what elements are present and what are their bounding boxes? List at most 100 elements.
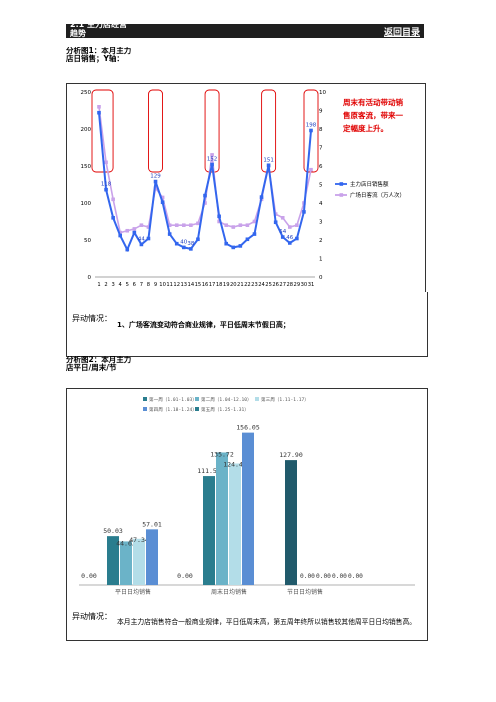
x-tick-label: 26: [272, 282, 279, 288]
sales-point: [174, 241, 179, 246]
sales-point: [167, 232, 172, 236]
section2-note-row: 异动情况： 本月主力店销售符合一般商业规律，平日低周末高，第五周年终所以销售较其…: [66, 604, 428, 641]
section1-note-row: 异动情况： 1、广场客流变动符合商业规律，平日低周末节假日高；: [66, 292, 428, 357]
y-right-tick-label: 5: [319, 183, 323, 189]
traffic-point: [224, 223, 228, 227]
sales-data-label: 151: [263, 157, 274, 163]
x-tick-label: 15: [195, 282, 202, 288]
y-left-tick-label: 250: [81, 90, 92, 96]
x-tick-label: 5: [126, 282, 129, 288]
sales-point: [245, 237, 250, 242]
traffic-point: [245, 223, 250, 227]
bar-value-label: 0.00: [348, 573, 363, 580]
bar: [242, 432, 254, 585]
traffic-point: [238, 223, 243, 227]
legend-label: 主力店日销售额: [350, 180, 389, 188]
sales-data-label: 54: [279, 229, 286, 235]
sales-point: [210, 162, 214, 167]
sales-point: [182, 245, 186, 250]
x-tick-label: 16: [202, 282, 209, 288]
x-tick-label: 9: [154, 282, 157, 288]
section2-label: 分析图2：本月主力店平日/周末/节: [66, 356, 132, 372]
y-right-tick-label: 1: [319, 257, 323, 263]
x-tick-label: 7: [140, 282, 143, 288]
sales-point: [217, 214, 221, 219]
legend-label: 第三周（1.11-1.17）: [261, 396, 309, 403]
legend-swatch: [255, 397, 259, 401]
x-tick-label: 25: [265, 282, 272, 288]
legend-marker: [339, 193, 344, 197]
sales-point: [238, 244, 243, 248]
legend-label: 第四周（1.18-1.24）: [149, 406, 197, 413]
bar-value-label: 111.55: [197, 467, 221, 475]
traffic-point: [196, 221, 200, 226]
bar: [146, 529, 158, 585]
sales-point: [295, 236, 299, 241]
sales-point: [252, 232, 257, 236]
sales-point: [231, 245, 236, 250]
x-tick-label: 22: [244, 282, 251, 288]
x-tick-label: 2: [104, 282, 107, 288]
sales-data-label: 118: [101, 182, 112, 188]
sales-point: [132, 230, 137, 235]
traffic-point: [118, 230, 122, 235]
traffic-point: [132, 227, 137, 231]
bar-value-label: 135.72: [210, 450, 234, 458]
sales-data-label: 198: [306, 122, 317, 128]
sales-point: [266, 163, 271, 168]
bar-value-label: 44.62: [116, 539, 136, 547]
y-right-tick-label: 3: [319, 220, 323, 226]
x-tick-label: 8: [147, 282, 150, 288]
sales-point: [309, 128, 313, 133]
traffic-point: [210, 153, 214, 157]
sales-point: [125, 247, 130, 252]
note-text: 1、广场客流变动符合商业规律，平日低周末节假日高；: [117, 321, 290, 329]
sales-point: [273, 220, 278, 225]
x-tick-label: 30: [301, 282, 308, 288]
x-tick-label: 14: [188, 282, 195, 288]
bar-value-label: 0.00: [316, 573, 331, 580]
sales-point: [111, 216, 115, 220]
bar-value-label: 0.00: [81, 572, 97, 580]
sales-point: [224, 241, 228, 246]
y-right-tick-label: 4: [319, 201, 323, 207]
traffic-point: [217, 219, 221, 224]
x-tick-label: 27: [279, 282, 286, 288]
y-right-tick-label: 9: [319, 109, 323, 115]
sales-point: [97, 110, 101, 115]
sales-point: [146, 236, 151, 241]
traffic-point: [252, 219, 257, 224]
traffic-point: [309, 167, 313, 172]
header-bar: [66, 24, 424, 38]
bar-value-label: 50.03: [103, 527, 123, 535]
sales-data-label: 46: [286, 235, 293, 241]
sales-point: [189, 247, 193, 251]
traffic-point: [146, 225, 151, 229]
sales-point: [139, 242, 144, 247]
traffic-point: [111, 197, 115, 202]
bar: [120, 541, 132, 585]
y-left-tick-label: 50: [84, 238, 91, 244]
legend-swatch: [143, 407, 147, 411]
x-tick-label: 19: [223, 282, 230, 288]
y-right-tick-label: 6: [319, 164, 323, 170]
weekly-sales-chart-panel: 第一周（1.01-1.03） 第二周（1.04-12.10） 第三周（1.11-1.…: [66, 388, 428, 606]
y-right-tick-label: 8: [319, 127, 323, 133]
sales-point: [104, 187, 108, 192]
note-label: 异动情况：: [72, 612, 112, 621]
bar: [133, 538, 145, 585]
traffic-point: [273, 212, 278, 216]
traffic-point: [160, 195, 165, 200]
bar-value-label: 57.01: [142, 520, 162, 528]
sales-point: [288, 241, 292, 245]
highlight-box: [204, 89, 220, 173]
bar: [229, 463, 241, 585]
traffic-point: [295, 223, 299, 227]
legend-label: 第二周（1.04-12.10）: [201, 396, 252, 403]
y-left-tick-label: 0: [88, 275, 92, 281]
bar-value-label: 0.00: [300, 573, 315, 580]
bar: [216, 452, 228, 585]
bar-value-label: 124.45: [223, 460, 247, 468]
traffic-point: [125, 228, 130, 233]
back-to-contents-link[interactable]: 返回目录: [383, 28, 420, 38]
